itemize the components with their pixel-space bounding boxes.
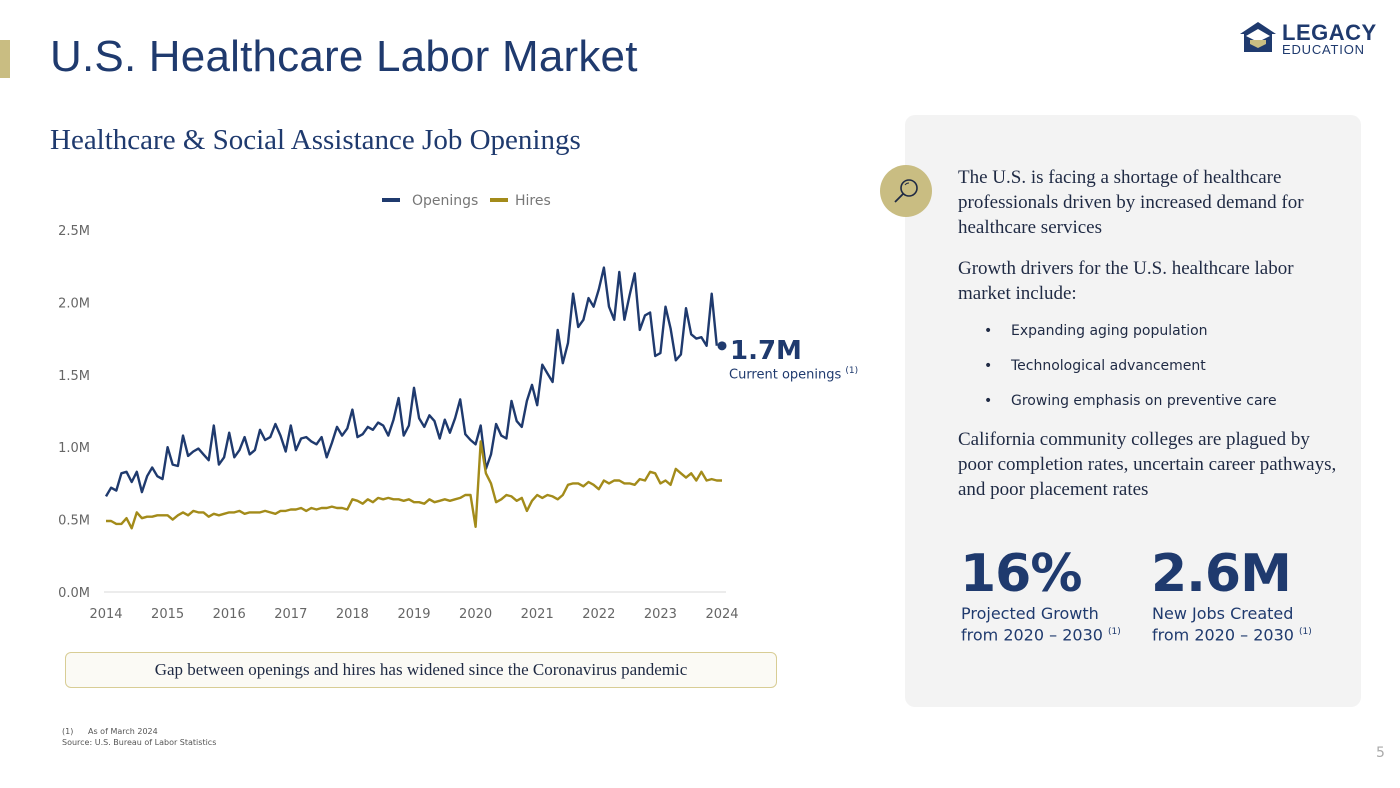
stat-projected-growth-footnote-ref: (1) [1108, 627, 1121, 637]
source-note: Source: U.S. Bureau of Labor Statistics [62, 738, 217, 747]
y-tick-label: 0.5M [58, 514, 90, 529]
x-tick-label: 2019 [397, 607, 430, 622]
x-tick-label: 2017 [274, 607, 307, 622]
growth-drivers-list: Expanding aging population Technological… [984, 321, 1277, 426]
panel-paragraph-shortage: The U.S. is facing a shortage of healthc… [958, 167, 1304, 238]
series-line-hires [106, 440, 722, 530]
job-openings-chart: 0.0M 0.5M 1.0M 1.5M 2.0M 2.5M 2014 2015 2016 2017… [58, 193, 738, 622]
list-item: Expanding aging population [984, 321, 1277, 356]
y-tick-label: 2.0M [58, 296, 90, 311]
footnote-text: As of March 2024 [88, 727, 158, 736]
footnote-number: (1) [62, 727, 74, 736]
x-tick-label: 2024 [705, 607, 738, 622]
x-tick-label: 2023 [644, 607, 677, 622]
page-title: U.S. Healthcare Labor Market [50, 32, 638, 81]
stat-projected-growth-value: 16% [960, 544, 1082, 604]
x-tick-label: 2021 [521, 607, 554, 622]
y-tick-label: 1.5M [58, 369, 90, 384]
x-tick-label: 2014 [89, 607, 122, 622]
magnifier-icon [880, 165, 932, 217]
current-openings-label: Current openings (1) [729, 366, 858, 382]
logo-line-education: EDUCATION [1282, 42, 1365, 57]
y-tick-label: 1.0M [58, 441, 90, 456]
x-tick-label: 2022 [582, 607, 615, 622]
x-tick-label: 2020 [459, 607, 492, 622]
stat-projected-growth-line1: Projected Growth [961, 604, 1099, 623]
page-number: 5 [1376, 745, 1385, 761]
stat-new-jobs-footnote-ref: (1) [1299, 627, 1312, 637]
stat-projected-growth-period: from 2020 – 2030 [961, 625, 1103, 645]
series-line-openings [104, 266, 718, 498]
stat-new-jobs-label: New Jobs Created from 2020 – 2030 (1) [1152, 604, 1312, 644]
current-openings-point [717, 341, 727, 351]
panel-paragraph-california: California community colleges are plague… [958, 429, 1337, 500]
list-item: Growing emphasis on preventive care [984, 391, 1277, 426]
stat-projected-growth-label: Projected Growth from 2020 – 2030 (1) [961, 604, 1121, 644]
x-tick-label: 2018 [336, 607, 369, 622]
gap-note-box: Gap between openings and hires has widen… [65, 652, 777, 688]
current-openings-value: 1.7M [730, 336, 802, 366]
stat-new-jobs-period: from 2020 – 2030 [1152, 625, 1294, 645]
legend-label-openings: Openings [412, 193, 478, 209]
stat-new-jobs-line2: from 2020 – 2030 (1) [1152, 623, 1312, 644]
y-tick-label: 2.5M [58, 224, 90, 239]
legacy-education-logo: LEGACY EDUCATION [1238, 20, 1378, 60]
graduation-cap-house-icon [1240, 22, 1276, 52]
current-openings-text: Current openings [729, 367, 842, 383]
legend-label-hires: Hires [515, 193, 551, 209]
x-tick-label: 2015 [151, 607, 184, 622]
current-openings-footnote-ref: (1) [845, 366, 859, 376]
panel-paragraph-growth-drivers: Growth drivers for the U.S. healthcare l… [958, 258, 1294, 304]
list-item: Technological advancement [984, 356, 1277, 391]
x-tick-label: 2016 [213, 607, 246, 622]
chart-subtitle: Healthcare & Social Assistance Job Openi… [50, 124, 581, 156]
title-accent-bar [0, 40, 10, 78]
stat-new-jobs-line1: New Jobs Created [1152, 604, 1294, 623]
footnote-1: (1) As of March 2024 [62, 727, 158, 736]
stat-projected-growth-line2: from 2020 – 2030 (1) [961, 623, 1121, 644]
y-tick-label: 0.0M [58, 586, 90, 601]
stat-new-jobs-value: 2.6M [1151, 544, 1292, 604]
logo-line-legacy: LEGACY [1282, 20, 1377, 45]
